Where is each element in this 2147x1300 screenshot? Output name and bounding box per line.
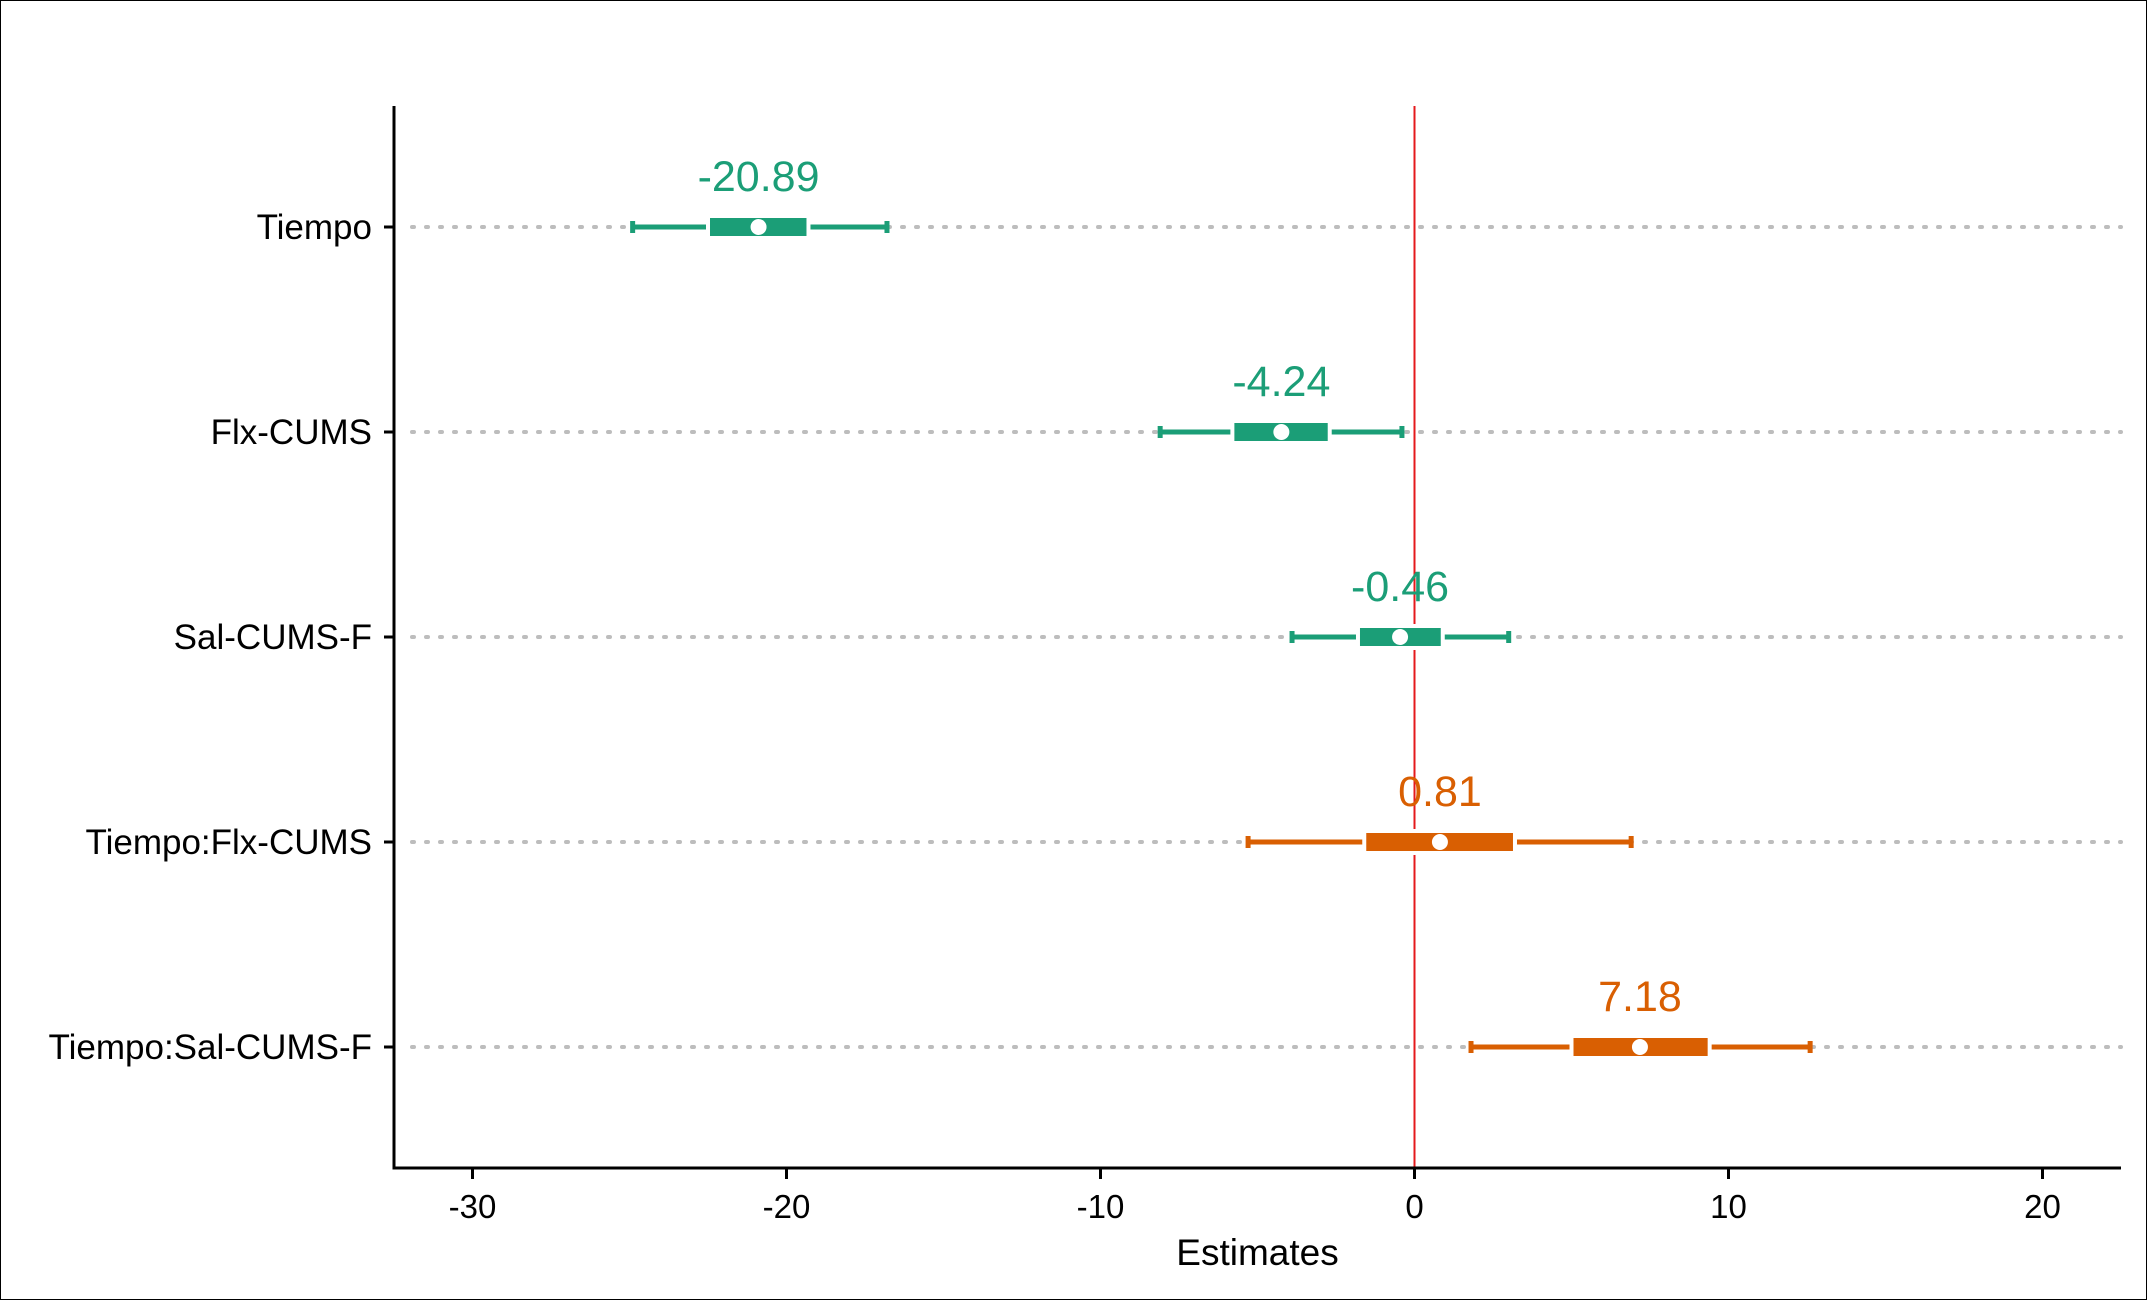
grid-lines	[410, 225, 2123, 1049]
estimate-marks: -20.89 -4.24 -0.46 0.81 7.18	[630, 153, 1813, 1060]
x-tick-label-6: 20	[2024, 1188, 2061, 1225]
x-tick-label-2: -20	[763, 1188, 811, 1225]
value-label-1: -20.89	[698, 153, 820, 201]
value-label-4: 0.81	[1398, 768, 1482, 816]
axes: Tiempo Flx-CUMS Sal-CUMS-F Tiempo:Flx-CUMS T…	[49, 106, 2121, 1225]
x-tick-label-3: -10	[1077, 1188, 1125, 1225]
x-tick-label-5: 10	[1710, 1188, 1747, 1225]
value-label-3: -0.46	[1351, 563, 1449, 611]
term-label-4: Tiempo:Flx-CUMS	[86, 823, 373, 862]
estimate-point-1	[750, 219, 767, 235]
term-label-5: Tiempo:Sal-CUMS-F	[49, 1028, 372, 1067]
x-axis-title: Estimates	[1176, 1232, 1338, 1273]
estimate-point-5	[1631, 1039, 1648, 1055]
term-label-2: Flx-CUMS	[211, 413, 372, 452]
x-tick-label-1: -30	[449, 1188, 497, 1225]
term-label-1: Tiempo	[257, 208, 372, 247]
estimate-point-3	[1392, 629, 1409, 645]
estimate-point-4	[1431, 834, 1448, 850]
estimate-point-2	[1273, 424, 1290, 440]
value-label-5: 7.18	[1598, 973, 1682, 1021]
value-label-2: -4.24	[1232, 358, 1330, 406]
x-tick-label-4: 0	[1405, 1188, 1423, 1225]
term-label-3: Sal-CUMS-F	[174, 618, 372, 657]
